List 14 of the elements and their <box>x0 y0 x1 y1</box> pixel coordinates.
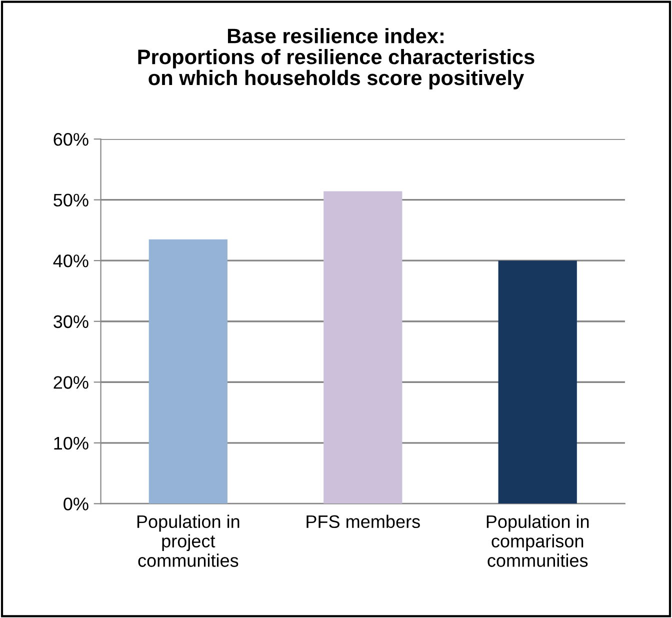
bar <box>148 239 228 504</box>
y-tick-label: 30% <box>54 315 88 328</box>
y-tick-label: 20% <box>54 376 88 389</box>
y-tick-label: 40% <box>53 254 88 268</box>
y-tick-label: 0% <box>64 498 88 510</box>
x-tick-label: Population in project communities <box>137 514 240 567</box>
y-tick-label: 60% <box>54 132 88 146</box>
bar <box>498 260 577 504</box>
y-tick-label: 10% <box>54 436 88 450</box>
x-tick-label: Population in comparison communities <box>486 514 589 567</box>
y-tick-label: 50% <box>54 194 88 207</box>
x-tick-label: PFS members <box>306 514 420 528</box>
bar <box>324 191 402 504</box>
chart-title: Base resilience index: Proportions of resilience characteristics on which households score positively <box>138 28 534 90</box>
